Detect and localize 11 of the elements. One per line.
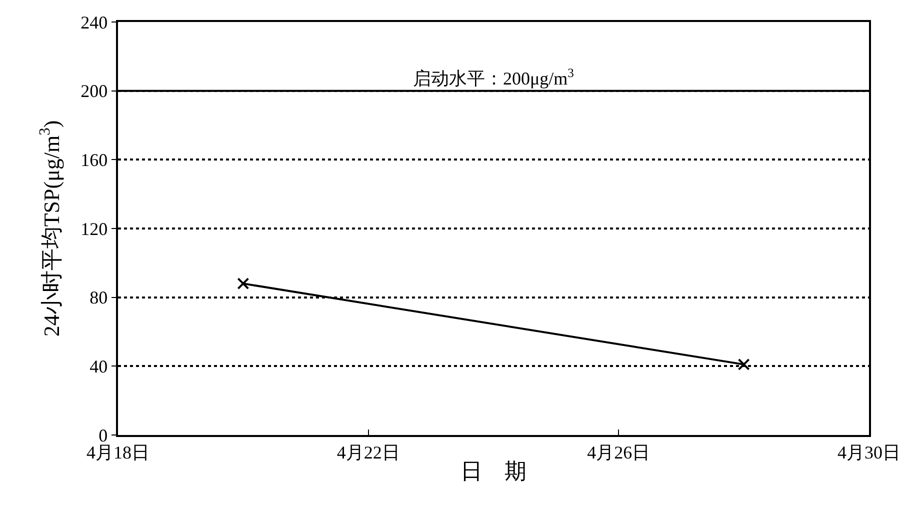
x-axis-title: 日 期 — [460, 458, 526, 484]
y-tick-label: 120 — [80, 218, 108, 239]
y-tick-label: 240 — [80, 12, 108, 32]
x-tick-label: 4月26日 — [587, 442, 650, 462]
y-tick-label: 160 — [80, 150, 108, 170]
y-tick-label: 40 — [90, 356, 108, 376]
x-tick-label: 4月22日 — [336, 442, 400, 462]
x-tick-label: 4月30日 — [838, 442, 900, 462]
ref-line-label: 启动水平：200μg/m$^{3}$ — [413, 66, 574, 89]
y-tick-label: 80 — [90, 288, 108, 308]
y-tick-label: 200 — [80, 81, 108, 102]
